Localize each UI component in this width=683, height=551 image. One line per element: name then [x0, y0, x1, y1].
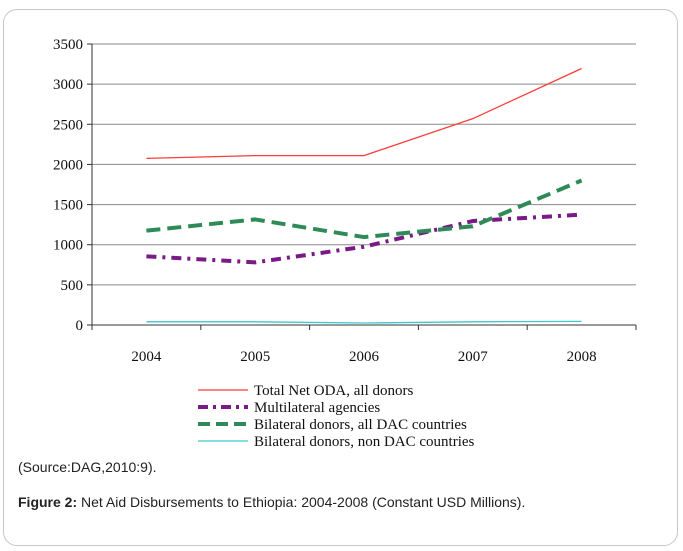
- grid-lines: [92, 43, 636, 286]
- legend-label-4: Bilateral donors, non DAC countries: [254, 434, 475, 450]
- series-line-1: [146, 67, 582, 160]
- y-tick-label: 2000: [53, 157, 83, 173]
- series-line-3: [146, 178, 583, 240]
- x-tick-label: 2008: [567, 349, 597, 365]
- y-tick-label: 3000: [53, 77, 83, 93]
- caption-text: Net Aid Disbursements to Ethiopia: 2004-…: [77, 494, 526, 510]
- y-tick-label: 500: [61, 278, 84, 294]
- y-tick-label: 2500: [53, 117, 83, 133]
- legend-label-3: Bilateral donors, all DAC countries: [254, 417, 467, 433]
- x-tick-label: 2007: [458, 349, 489, 365]
- figure-caption: Figure 2: Net Aid Disbursements to Ethio…: [18, 492, 668, 512]
- caption-label: Figure 2:: [18, 494, 78, 510]
- line-chart: 0 500 1000 1500 2000 2500 3000 3500 2004 2005 2006…: [53, 37, 637, 450]
- x-tick-label: 2004: [131, 349, 162, 365]
- axes: 0 500 1000 1500 2000 2500 3000 3500 2004 2005 2006…: [53, 37, 637, 365]
- legend-label-1: Total Net ODA, all donors: [254, 383, 414, 399]
- series-line-2: [146, 212, 582, 265]
- x-tick-label: 2005: [240, 349, 270, 365]
- y-tick-label: 1500: [53, 198, 83, 214]
- y-tick-label: 1000: [53, 238, 83, 254]
- figure-frame: [3, 9, 678, 546]
- y-tick-label: 3500: [53, 37, 83, 53]
- series-line-4: [146, 320, 582, 324]
- x-tick-label: 2006: [349, 349, 380, 365]
- y-tick-label: 0: [76, 318, 84, 334]
- source-note: (Source:DAG,2010:9).: [18, 459, 157, 475]
- series-lines: [146, 67, 583, 324]
- legend-label-2: Multilateral agencies: [254, 400, 380, 416]
